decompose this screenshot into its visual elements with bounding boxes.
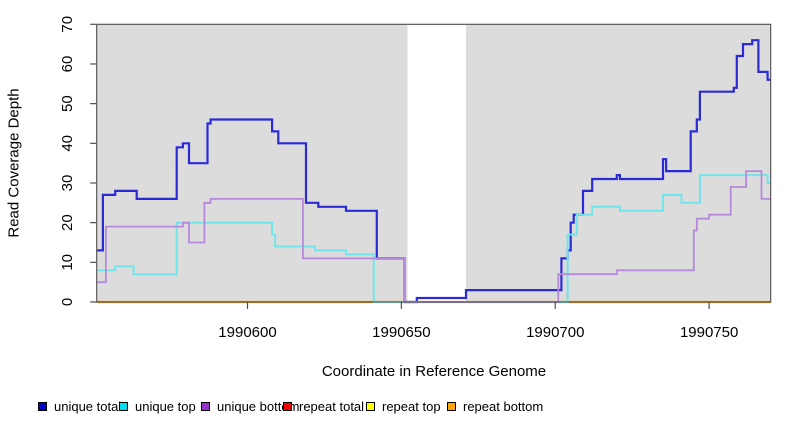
legend-swatch-repeat-top [366,402,375,411]
y-tick-label: 50 [59,95,76,112]
x-tick-label: 1990600 [218,324,276,341]
coverage-gap-band [407,24,467,302]
x-tick-label: 1990750 [680,324,738,341]
legend-item-unique-top: unique top [119,399,196,414]
legend-label: repeat top [382,399,441,414]
y-tick-label: 60 [59,56,76,73]
x-axis-title: Coordinate in Reference Genome [321,363,547,380]
y-tick-label: 70 [59,16,76,33]
legend-label: unique bottom [217,399,300,414]
series-unique-total [96,39,771,304]
legend-item-repeat-top: repeat top [366,399,441,414]
x-tick-label: 1990650 [372,324,430,341]
y-axis-title: Read Coverage Depth [5,88,23,238]
legend-swatch-repeat-bottom [447,402,456,411]
legend-label: unique top [135,399,196,414]
legend-item-unique-bottom: unique bottom [201,399,299,414]
series-unique-bottom [96,170,771,303]
legend-swatch-unique-top [119,402,128,411]
legend-label: repeat bottom [463,399,544,414]
y-tick-label: 0 [59,298,76,306]
legend-swatch-unique-bottom [201,402,210,411]
y-tick-label: 20 [59,214,76,231]
legend-label: unique total [54,399,122,414]
y-tick-label: 40 [59,135,76,152]
legend-item-repeat-total: repeat total [283,399,364,414]
y-tick-label: 10 [59,254,76,271]
y-tick-label: 30 [59,175,76,192]
legend-item-repeat-bottom: repeat bottom [447,399,543,414]
plot-border [96,23,772,303]
legend-label: repeat total [299,399,365,414]
legend-swatch-unique-total [38,402,47,411]
legend-item-unique-total: unique total [38,399,121,414]
x-tick-label: 1990700 [526,324,584,341]
legend-swatch-repeat-total [283,402,292,411]
